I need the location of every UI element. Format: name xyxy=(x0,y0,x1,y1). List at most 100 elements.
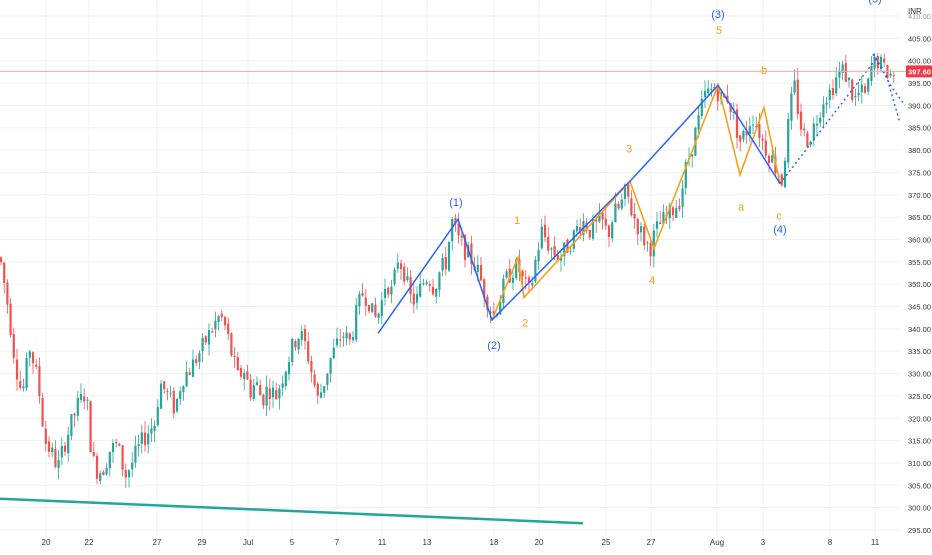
candle-body xyxy=(227,323,230,334)
candle-body xyxy=(793,80,796,93)
price-tick-label: 295.00 xyxy=(908,526,931,535)
candle-body xyxy=(569,251,572,253)
candle-body xyxy=(143,432,147,446)
candle-body xyxy=(835,77,838,94)
candle-body xyxy=(6,282,9,305)
candle-body xyxy=(716,89,719,102)
candle-body xyxy=(35,364,38,367)
candle-body xyxy=(300,330,303,340)
candle-body xyxy=(700,98,703,116)
candle-body xyxy=(652,230,655,257)
candle-body xyxy=(25,357,28,389)
wave-label: 5 xyxy=(716,25,722,37)
candle-body xyxy=(131,462,134,470)
candle-body xyxy=(745,130,748,136)
candle-body xyxy=(188,372,191,375)
trendline-layer xyxy=(0,497,584,525)
time-axis[interactable]: 20 22 27 29 Jul 5 7 11 13 18 20 25 27 Aug 3 8 11 xyxy=(42,538,880,547)
candle-body xyxy=(419,283,422,297)
wave-label: (5) xyxy=(868,0,881,6)
price-tick-label: 325.00 xyxy=(908,392,931,401)
candle-body xyxy=(156,407,159,426)
candle-body xyxy=(742,130,745,140)
candle-body xyxy=(166,390,169,392)
candle-body xyxy=(265,386,268,406)
candle-body xyxy=(790,93,793,121)
wave-label: (1) xyxy=(449,197,462,209)
candle-body xyxy=(355,305,358,340)
candle-body xyxy=(537,249,540,262)
candle-body xyxy=(847,77,851,81)
candle-body xyxy=(252,385,255,399)
candle-body xyxy=(313,374,316,386)
candle-body xyxy=(764,140,767,156)
candle-body xyxy=(361,293,364,296)
candle-body xyxy=(796,79,799,115)
candle-body xyxy=(102,471,105,476)
candle-body xyxy=(19,381,22,388)
candle-body xyxy=(844,63,847,82)
candle-body xyxy=(0,257,3,263)
candle-body xyxy=(67,434,70,454)
candle-body xyxy=(873,56,876,69)
wave-label: c xyxy=(776,210,782,222)
candle-body xyxy=(857,92,860,95)
candle-body xyxy=(374,304,377,317)
candle-body xyxy=(236,357,239,370)
candle-body xyxy=(233,355,236,357)
last-price-tag xyxy=(906,65,932,78)
candle-body xyxy=(841,64,844,73)
candle-body xyxy=(422,283,425,285)
price-tick-label: 370.00 xyxy=(908,191,931,200)
candle-body xyxy=(611,222,614,239)
candle-body xyxy=(259,384,262,396)
candle-body xyxy=(678,206,681,210)
time-tick-label: 18 xyxy=(490,538,499,547)
candle-body xyxy=(643,226,646,246)
candle-body xyxy=(230,333,233,356)
candle-body xyxy=(505,271,508,278)
candles xyxy=(0,52,895,488)
candle-body xyxy=(825,102,828,105)
candle-body xyxy=(294,340,297,348)
candle-body xyxy=(691,154,694,157)
candle-body xyxy=(870,66,873,81)
price-tick-label: 310.00 xyxy=(908,459,931,468)
price-tick-label: 380.00 xyxy=(908,146,931,155)
candle-body xyxy=(819,117,822,123)
candle-body xyxy=(175,399,179,412)
currency-label: INR xyxy=(908,7,922,16)
candle-body xyxy=(220,313,223,318)
candle-body xyxy=(399,263,403,270)
candle-body xyxy=(243,372,246,380)
candle-body xyxy=(425,282,428,285)
candle-body xyxy=(860,84,863,93)
candle-body xyxy=(883,58,886,63)
candle-body xyxy=(684,162,687,189)
price-tick-label: 315.00 xyxy=(908,437,931,446)
candle-body xyxy=(105,467,108,475)
candle-body xyxy=(540,226,543,249)
candle-body xyxy=(595,219,598,222)
candle-body xyxy=(15,359,19,380)
candle-body xyxy=(345,332,348,339)
candle-body xyxy=(729,103,732,113)
candle-body xyxy=(889,73,892,76)
candle-body xyxy=(588,229,591,238)
wave-label: (3) xyxy=(711,9,724,21)
candle-body xyxy=(435,288,438,297)
candle-body xyxy=(710,89,713,91)
candle-body xyxy=(246,371,249,380)
candle-body xyxy=(329,357,332,374)
price-axis[interactable]: INR 295.00 300.00 305.00 310.00 315.00 320.00… xyxy=(906,7,932,535)
candle-body xyxy=(559,257,563,261)
candle-body xyxy=(639,226,643,233)
candle-body xyxy=(153,425,156,431)
candle-body xyxy=(147,433,150,445)
candle-body xyxy=(335,338,339,346)
candle-body xyxy=(47,441,51,452)
price-tick-label: 355.00 xyxy=(908,258,931,267)
price-tick-label: 300.00 xyxy=(908,504,931,513)
